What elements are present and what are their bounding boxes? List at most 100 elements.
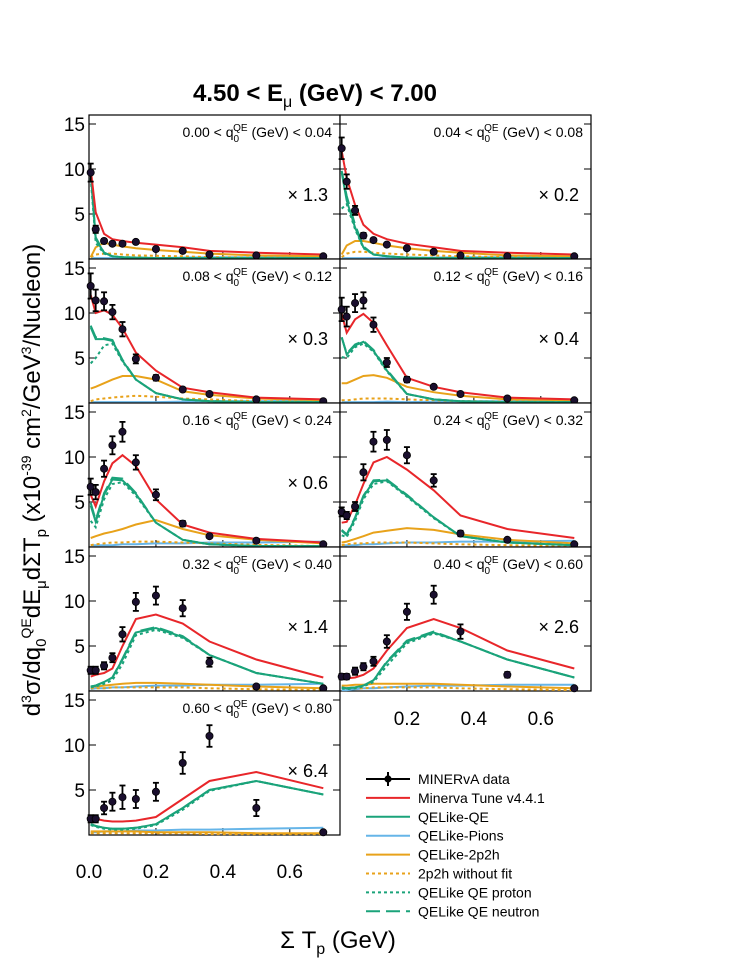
panel: 15 10 5 0.60 < q0QE (GeV) < 0.80 × 6.4 xyxy=(64,690,341,837)
series-line-qe xyxy=(90,779,324,830)
bin-label-sup: QE xyxy=(484,123,499,134)
data-point xyxy=(86,281,95,290)
data-point xyxy=(108,797,117,806)
panel-bin-label: 0.60 < q0QE (GeV) < 0.80 xyxy=(183,699,333,721)
panel-frame xyxy=(88,546,341,692)
data-point xyxy=(100,297,109,306)
data-point xyxy=(252,395,261,404)
y-axis-label-part: d xyxy=(19,703,46,716)
y-axis-label-part: 2 xyxy=(18,409,34,417)
x-tick-label: 0.6 xyxy=(277,862,303,883)
series-line-mec xyxy=(90,830,324,835)
y-tick-label: 10 xyxy=(64,304,85,325)
data-point xyxy=(382,435,391,444)
data-point xyxy=(359,468,368,477)
bin-label-sub: 0 xyxy=(485,278,491,289)
series-line-mec xyxy=(341,374,575,402)
data-point xyxy=(108,653,117,662)
series-line-mec xyxy=(90,518,324,545)
panel: 0.40 < q0QE (GeV) < 0.60 × 2.6 xyxy=(337,546,592,693)
series-line-qe xyxy=(89,172,324,260)
legend-entry: QELike-Pions xyxy=(366,828,504,844)
x-axis-label-tail: (GeV) xyxy=(325,927,396,954)
data-point xyxy=(456,529,465,538)
data-point xyxy=(178,385,187,394)
legend-entry: QELike QE neutron xyxy=(366,903,539,919)
bin-label-sub: 0 xyxy=(234,422,240,433)
data-point xyxy=(402,375,411,384)
series-line-qe xyxy=(340,172,575,260)
series-line-tune xyxy=(90,613,324,679)
x-tick-label: 0.2 xyxy=(394,709,420,730)
series-line-mec xyxy=(341,682,575,690)
y-axis-label-part: σ/dq xyxy=(19,647,46,695)
data-point xyxy=(337,305,346,314)
bin-label-hi: (GeV) < 0.12 xyxy=(248,268,333,284)
bin-label-sub: 0 xyxy=(485,566,491,577)
bin-label-lo: 0.16 < q xyxy=(183,412,234,428)
data-point xyxy=(252,536,261,545)
y-tick-label: 5 xyxy=(74,781,85,802)
data-point xyxy=(369,437,378,446)
data-point xyxy=(351,299,360,308)
legend-label: QELike-2p2h xyxy=(418,847,500,863)
data-point xyxy=(359,296,368,305)
data-point xyxy=(118,325,127,334)
legend: MINERvA data Minerva Tune v4.4.1 QELike-QE… xyxy=(366,771,545,919)
series-line-qe xyxy=(341,631,575,690)
bin-label-sup: QE xyxy=(233,411,248,422)
y-tick-label: 5 xyxy=(74,205,85,226)
data-point xyxy=(429,590,438,599)
data-point xyxy=(382,240,391,249)
bin-label-hi: (GeV) < 0.16 xyxy=(499,268,584,284)
panel-frame xyxy=(88,690,341,836)
data-point xyxy=(351,667,360,676)
bin-label-sub: 0 xyxy=(485,422,491,433)
legend-entry: 2p2h without fit xyxy=(366,866,512,882)
data-point xyxy=(86,482,95,491)
legend-label: QELike QE proton xyxy=(418,884,532,900)
legend-entry: Minerva Tune v4.4.1 xyxy=(366,790,545,806)
bin-label-hi: (GeV) < 0.24 xyxy=(248,412,333,428)
bin-label-sup: QE xyxy=(484,411,499,422)
data-point xyxy=(342,672,351,681)
series-line-mec xyxy=(90,375,324,402)
y-tick-label: 5 xyxy=(74,493,85,514)
data-point xyxy=(342,511,351,520)
data-point xyxy=(337,144,346,153)
y-axis-label-part: dE xyxy=(19,589,46,618)
data-point xyxy=(178,519,187,528)
bin-label-sup: QE xyxy=(233,555,248,566)
panel-scale-factor: × 1.4 xyxy=(287,617,328,637)
y-axis-label-part: cm xyxy=(19,417,46,456)
data-point xyxy=(402,244,411,253)
bin-label-lo: 0.60 < q xyxy=(183,700,234,716)
bin-label-hi: (GeV) < 0.08 xyxy=(499,124,584,140)
data-point xyxy=(178,759,187,768)
legend-entry: QELike-2p2h xyxy=(366,847,500,863)
series-line-mec_nofit xyxy=(341,541,575,548)
series-line-qe xyxy=(90,626,324,688)
series-line-tune xyxy=(340,312,575,401)
series-line-qe xyxy=(341,479,575,547)
data-point xyxy=(369,236,378,245)
panel-frame xyxy=(339,114,592,260)
chart-title-sub: μ xyxy=(283,94,292,111)
panel-frame xyxy=(88,114,341,260)
data-point xyxy=(503,394,512,403)
data-point xyxy=(151,591,160,600)
panel: 15 10 5 0.00 < q0QE (GeV) < 0.04 × 1.3 xyxy=(64,114,341,261)
data-point xyxy=(205,532,214,541)
legend-label: QELike-Pions xyxy=(418,828,504,844)
data-point xyxy=(91,296,100,305)
data-point xyxy=(369,320,378,329)
data-point xyxy=(91,814,100,823)
data-point xyxy=(100,236,109,245)
y-tick-label: 5 xyxy=(74,637,85,658)
panel-scale-factor: × 1.3 xyxy=(287,185,328,205)
data-point xyxy=(118,630,127,639)
series-line-tune xyxy=(90,770,324,823)
series-line-pions xyxy=(90,540,324,547)
bin-label-sub: 0 xyxy=(234,134,240,145)
